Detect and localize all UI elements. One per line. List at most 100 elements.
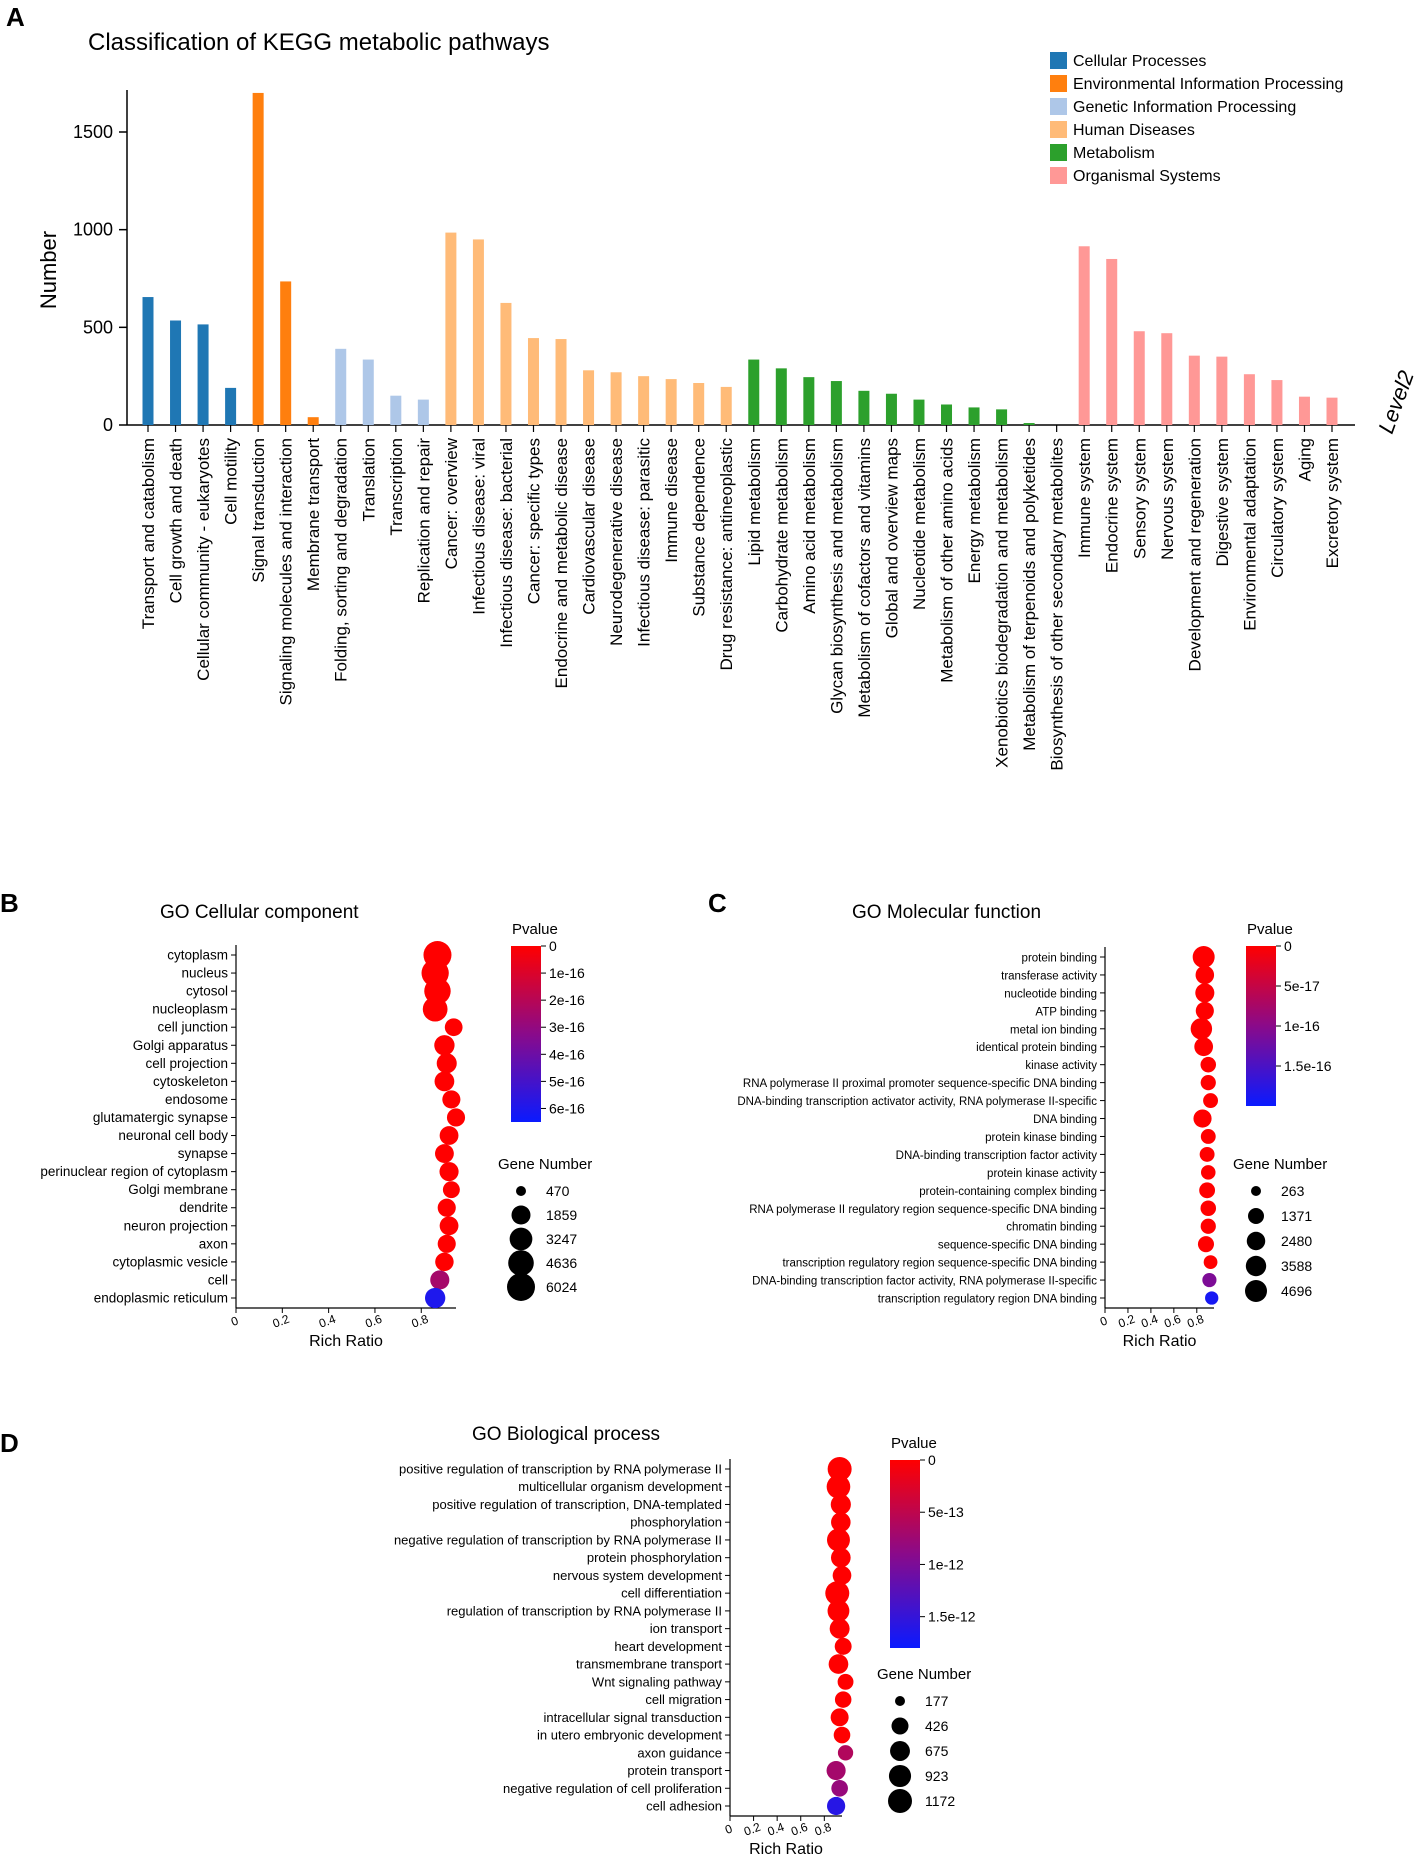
kegg-bar-carbohydrate-metabolism [775,368,787,425]
kegg-bar-transport-and-catabolism [142,297,154,425]
go-bp-term-cell-migration: cell migration [645,1692,722,1707]
kegg-bar-infectious-disease-viral [472,239,484,425]
legend-label-metabolism: Metabolism [1073,145,1155,162]
kegg-bar-excretory-system [1326,397,1338,425]
kegg-bar-metabolism-of-terpenoids-and-polyketides [1023,423,1035,425]
go-bp-pvalue-colorbar [890,1460,920,1648]
kegg-x-label-membrane-transport: Membrane transport [304,438,323,591]
kegg-x-label-infectious-disease-bacterial: Infectious disease: bacterial [497,438,516,648]
kegg-x-label-cancer-overview: Cancer: overview [442,437,461,569]
kegg-bar-environmental-adaptation [1243,374,1255,425]
go-bp-bubble-axon-guidance [837,1745,854,1761]
go-mf-size-legend-label: 3588 [1281,1258,1312,1274]
go-mf-bubble-chromatin-binding [1200,1218,1216,1234]
go-cc-bubble-neuronal-cell-body [439,1126,459,1145]
go-bp-x-tick-label: 0.8 [813,1820,834,1839]
legend-label-environmental-information-processing: Environmental Information Processing [1073,76,1343,93]
go-mf-bubble-transferase-activity [1195,965,1215,985]
go-cc-bubble-nucleoplasm [422,996,448,1022]
go-cc-term-nucleus: nucleus [181,966,228,981]
go-cc-bubble-cell-junction [444,1018,463,1037]
kegg-bar-cardiovascular-disease [583,370,595,425]
kegg-x-label-metabolism-of-other-amino-acids: Metabolism of other amino acids [938,438,957,683]
go-cc-bubble-cytoskeleton [434,1071,455,1092]
kegg-bar-circulatory-system [1271,380,1283,425]
go-mf-x-tick-label: 0 [1098,1313,1109,1329]
kegg-bar-amino-acid-metabolism [803,377,815,425]
go-bp-bubble-ion-transport [829,1618,850,1639]
go-bp-term-negative-regulation-of-transcription-by-rna-polymerase-ii: negative regulation of transcription by … [394,1532,722,1547]
go-mf-bubble-protein-kinase-binding [1200,1129,1216,1144]
go-mf-bubble-protein-kinase-activity [1200,1165,1216,1180]
go-mf-bubble-dna-binding-transcription-factor-activity-rna-polymerase-ii-specific [1202,1272,1217,1288]
kegg-bar-membrane-transport [307,417,319,425]
go-cc-term-axon: axon [199,1236,228,1251]
go-bp-bubble-nervous-system-development [832,1566,852,1585]
kegg-bar-replication-and-repair [417,399,429,425]
legend-label-genetic-information-processing: Genetic Information Processing [1073,99,1296,116]
go-mf-size-legend-dot [1248,1208,1264,1224]
go-mf-pvalue-tick-label: 1e-16 [1284,1018,1320,1034]
go-cc-bubble-axon [437,1234,456,1253]
kegg-x-label-digestive-system: Digestive system [1213,438,1232,566]
kegg-x-label-environmental-adaptation: Environmental adaptation [1240,438,1259,631]
kegg-x-label-cardiovascular-disease: Cardiovascular disease [580,438,599,615]
kegg-x-label-cell-motility: Cell motility [222,438,241,525]
go-mf-term-rna-polymerase-ii-proximal-promoter-sequence-specific-dna-binding: RNA polymerase II proximal promoter sequ… [743,1078,1097,1090]
go-bp-x-tick-label: 0 [723,1821,734,1837]
go-bp-pvalue-tick-label: 1e-12 [928,1556,964,1572]
go-mf-term-transcription-regulatory-region-dna-binding: transcription regulatory region DNA bind… [878,1294,1097,1306]
go-cc-bubble-endoplasmic-reticulum [424,1287,446,1309]
go-cc-term-endoplasmic-reticulum: endoplasmic reticulum [94,1291,228,1306]
kegg-x-label-lipid-metabolism: Lipid metabolism [745,438,764,566]
go-bp-term-in-utero-embryonic-development: in utero embryonic development [537,1728,722,1743]
go-mf-term-transcription-regulatory-region-sequence-specific-dna-binding: transcription regulatory region sequence… [782,1258,1097,1270]
go-mf-x-tick-label: 0.6 [1162,1312,1183,1331]
go-cc-term-neuronal-cell-body: neuronal cell body [118,1128,228,1143]
go-mf-term-nucleotide-binding: nucleotide binding [1004,988,1097,1000]
kegg-x-label-metabolism-of-cofactors-and-vitamins: Metabolism of cofactors and vitamins [855,438,874,718]
kegg-x-label-folding-sorting-and-degradation: Folding, sorting and degradation [332,438,351,682]
go-cc-x-tick-label: 0.4 [317,1312,338,1331]
go-mf-x-tick-label: 0.4 [1139,1312,1160,1331]
go-mf-term-metal-ion-binding: metal ion binding [1010,1024,1097,1036]
go-cc-term-cytoplasm: cytoplasm [167,948,228,963]
go-bp-pvalue-tick-label: 5e-13 [928,1504,964,1520]
go-mf-bubble-metal-ion-binding [1190,1018,1213,1040]
go-bp-term-regulation-of-transcription-by-rna-polymerase-ii: regulation of transcription by RNA polym… [447,1603,722,1618]
go-cc-term-perinuclear-region-of-cytoplasm: perinuclear region of cytoplasm [40,1164,228,1179]
go-cc-size-legend-dot [508,1250,534,1276]
kegg-x-label-transport-and-catabolism: Transport and catabolism [139,438,158,629]
kegg-bar-transcription [390,395,402,425]
panel-label-c: C [708,888,727,918]
go-bp-x-tick-label: 0.2 [742,1820,763,1839]
kegg-x-label-cellular-community-eukaryotes: Cellular community - eukaryotes [194,438,213,681]
go-mf-size-legend-label: 2480 [1281,1233,1312,1249]
go-bp-term-phosphorylation: phosphorylation [630,1515,722,1530]
go-bp-term-intracellular-signal-transduction: intracellular signal transduction [544,1710,722,1725]
kegg-x-label-amino-acid-metabolism: Amino acid metabolism [800,438,819,614]
go-bp-size-legend-label: 177 [925,1693,949,1709]
go-cc-size-legend-dot [507,1273,535,1301]
kegg-bar-immune-system [1078,246,1090,425]
go-cc-term-golgi-apparatus: Golgi apparatus [133,1038,229,1053]
kegg-bar-energy-metabolism [968,407,980,425]
go-mf-term-kinase-activity: kinase activity [1025,1060,1097,1072]
go-cc-size-legend-dot [516,1186,526,1196]
kegg-x-label-global-and-overview-maps: Global and overview maps [882,438,901,638]
go-bp-term-positive-regulation-of-transcription-dna-templated: positive regulation of transcription, DN… [432,1497,722,1512]
kegg-bar-nervous-system [1161,333,1173,425]
go-cc-term-cell: cell [208,1272,228,1287]
go-mf-term-identical-protein-binding: identical protein binding [976,1042,1097,1054]
kegg-x-label-xenobiotics-biodegradation-and-metabolism: Xenobiotics biodegradation and metabolis… [993,438,1012,768]
go-bp-x-tick-label: 0.4 [766,1820,787,1839]
kegg-x-label-nucleotide-metabolism: Nucleotide metabolism [910,438,929,610]
kegg-bar-sensory-system [1133,331,1145,425]
go-cc-pvalue-tick-label: 2e-16 [549,992,585,1008]
go-biological-process-chart: GO Biological process positive regulatio… [394,1424,976,1858]
kegg-x-label-aging: Aging [1295,438,1314,481]
go-cc-size-legend-dot [509,1227,533,1251]
go-mf-bubble-kinase-activity [1200,1056,1217,1073]
panel-label-a: A [6,2,25,32]
